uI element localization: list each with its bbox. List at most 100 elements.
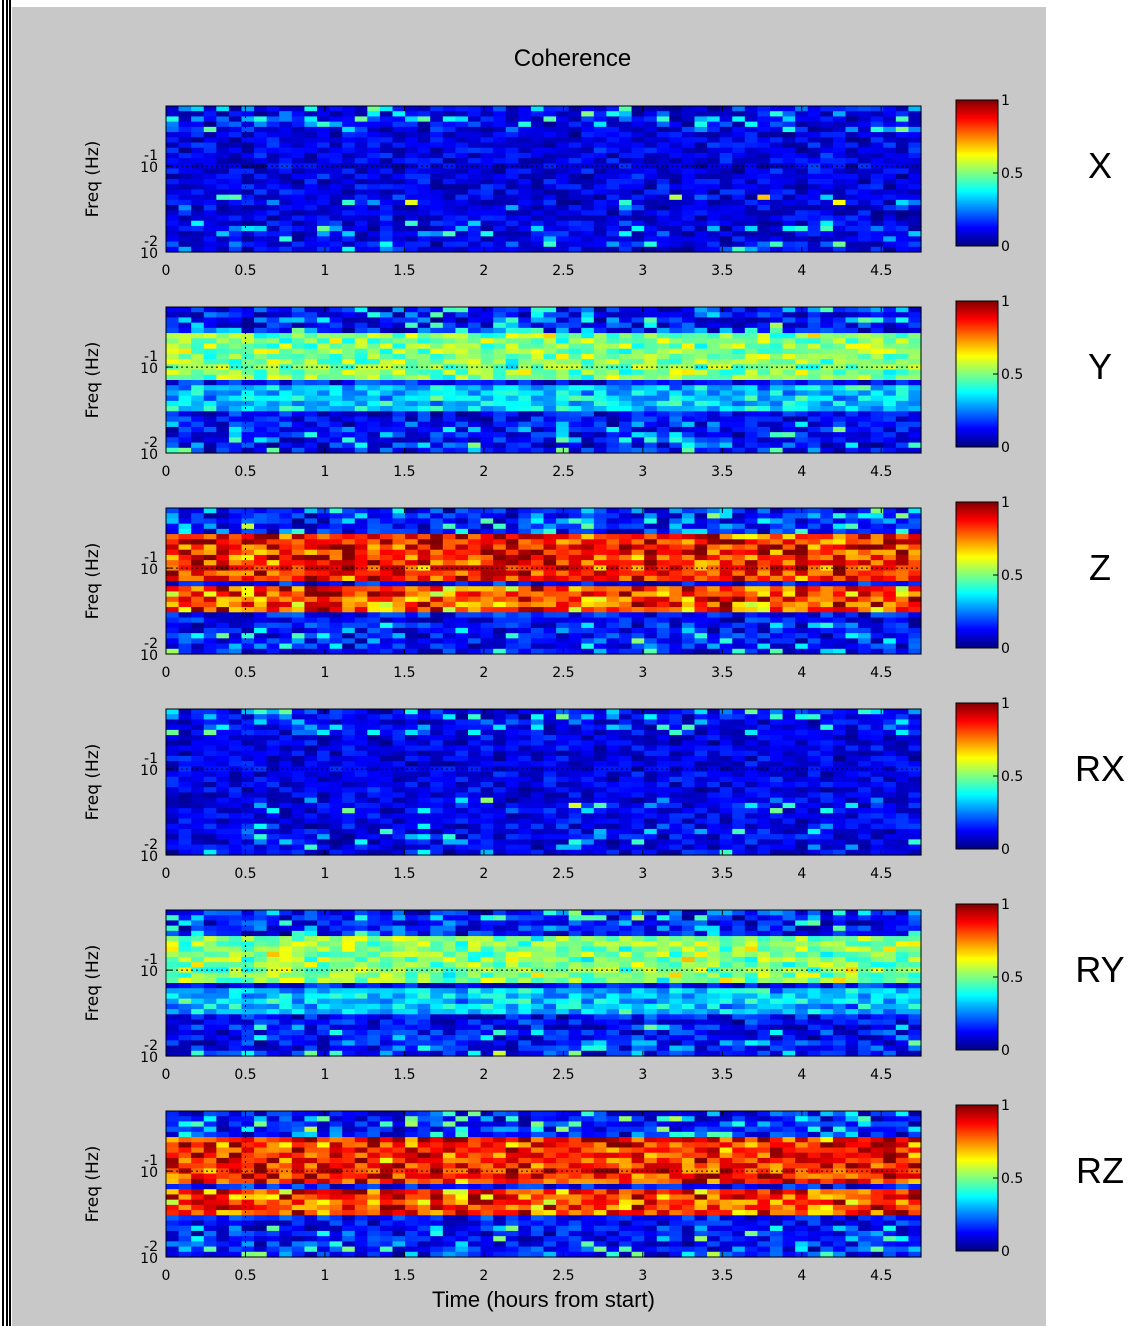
heatmap-cell [203,189,217,196]
heatmap-cell [707,442,721,449]
heatmap-cell [883,210,897,217]
heatmap-cell [568,523,582,530]
heatmap-cell [379,307,394,313]
x-tick-label: 2 [479,263,488,279]
heatmap-cell [317,312,331,319]
heatmap-cell [543,560,557,566]
heatmap-cell [329,442,343,449]
heatmap-cell [883,622,897,629]
heatmap-cell [216,544,230,551]
heatmap-cell [581,617,595,624]
heatmap-cell [266,581,280,587]
heatmap-cell [468,575,482,582]
heatmap-cell [317,307,331,313]
heatmap-cell [530,437,545,444]
heatmap-cell [505,225,519,232]
heatmap-cell [178,426,192,433]
heatmap-cell [291,591,306,598]
heatmap-cell [694,570,708,577]
heatmap-cell [795,241,809,248]
heatmap-cell [795,554,809,561]
heatmap-cell [707,607,721,613]
heatmap-cell [744,544,759,551]
heatmap-cell [405,442,419,449]
heatmap-cell [795,158,809,164]
heatmap-cell [870,132,884,138]
heatmap-cell [744,184,759,191]
heatmap-cell [782,137,796,144]
heatmap-cell [216,348,230,355]
heatmap-cell [543,307,557,313]
heatmap-cell [807,617,821,624]
heatmap-cell [417,116,431,123]
heatmap-cell [228,591,243,598]
heatmap-cell [744,322,759,329]
heatmap-cell [757,560,771,566]
heatmap-cell [832,426,847,433]
heatmap-cell [505,121,519,128]
heatmap-cell [505,116,519,123]
heatmap-cell [895,220,910,227]
heatmap-cell [468,132,482,138]
heatmap-cell [379,121,394,128]
heatmap-cell [782,607,796,613]
heatmap-cell [241,385,255,392]
heatmap-cell [518,534,532,540]
heatmap-cell [707,106,721,112]
heatmap-cell [228,570,243,577]
heatmap-cell [820,591,834,598]
heatmap-cell [342,534,356,540]
heatmap-cell [216,617,230,624]
heatmap-cell [329,158,343,164]
heatmap-cell [669,395,683,402]
heatmap-cell [631,210,645,217]
heatmap-cell [518,353,532,360]
heatmap-cell [455,317,469,324]
heatmap-cell [807,395,821,402]
heatmap-cell [291,395,306,402]
heatmap-cell [744,137,759,144]
heatmap-cell [228,158,243,164]
heatmap-cell [178,317,192,324]
heatmap-cell [241,581,255,587]
heatmap-cell [228,116,243,123]
heatmap-cell [707,147,721,154]
heatmap-cell [266,411,280,418]
heatmap-cell [354,544,368,551]
heatmap-cell [568,447,582,454]
heatmap-cell [216,158,230,164]
heatmap-cell [266,544,280,551]
heatmap-cell [430,106,444,112]
heatmap-cell [744,199,759,206]
heatmap-cell [631,327,645,334]
heatmap-cell [442,343,457,350]
heatmap-cell [581,333,595,339]
heatmap-cell [858,570,872,577]
heatmap-cell [455,549,469,556]
heatmap-cell [782,617,796,624]
heatmap-cell [304,421,318,428]
heatmap-cell [178,333,192,339]
heatmap-cell [556,437,570,444]
heatmap-cell [757,591,771,598]
heatmap-cell [468,586,482,593]
heatmap-cell [707,158,721,164]
heatmap-cell [203,617,217,624]
heatmap-cell [254,380,268,386]
heatmap-cell [832,513,847,520]
heatmap-cell [606,225,620,232]
heatmap-cell [707,173,721,180]
heatmap-cell [656,633,670,639]
heatmap-cell [203,359,217,365]
heatmap-cell [770,158,784,164]
heatmap-cell [166,586,180,593]
heatmap-cell [342,111,356,118]
heatmap-cell [530,374,545,381]
heatmap-cell [266,246,280,253]
heatmap-cell [656,534,670,540]
heatmap-cell [430,147,444,154]
heatmap-cell [493,369,507,376]
heatmap-cell [870,421,884,428]
heatmap-cell [581,554,595,561]
heatmap-cell [354,400,368,407]
